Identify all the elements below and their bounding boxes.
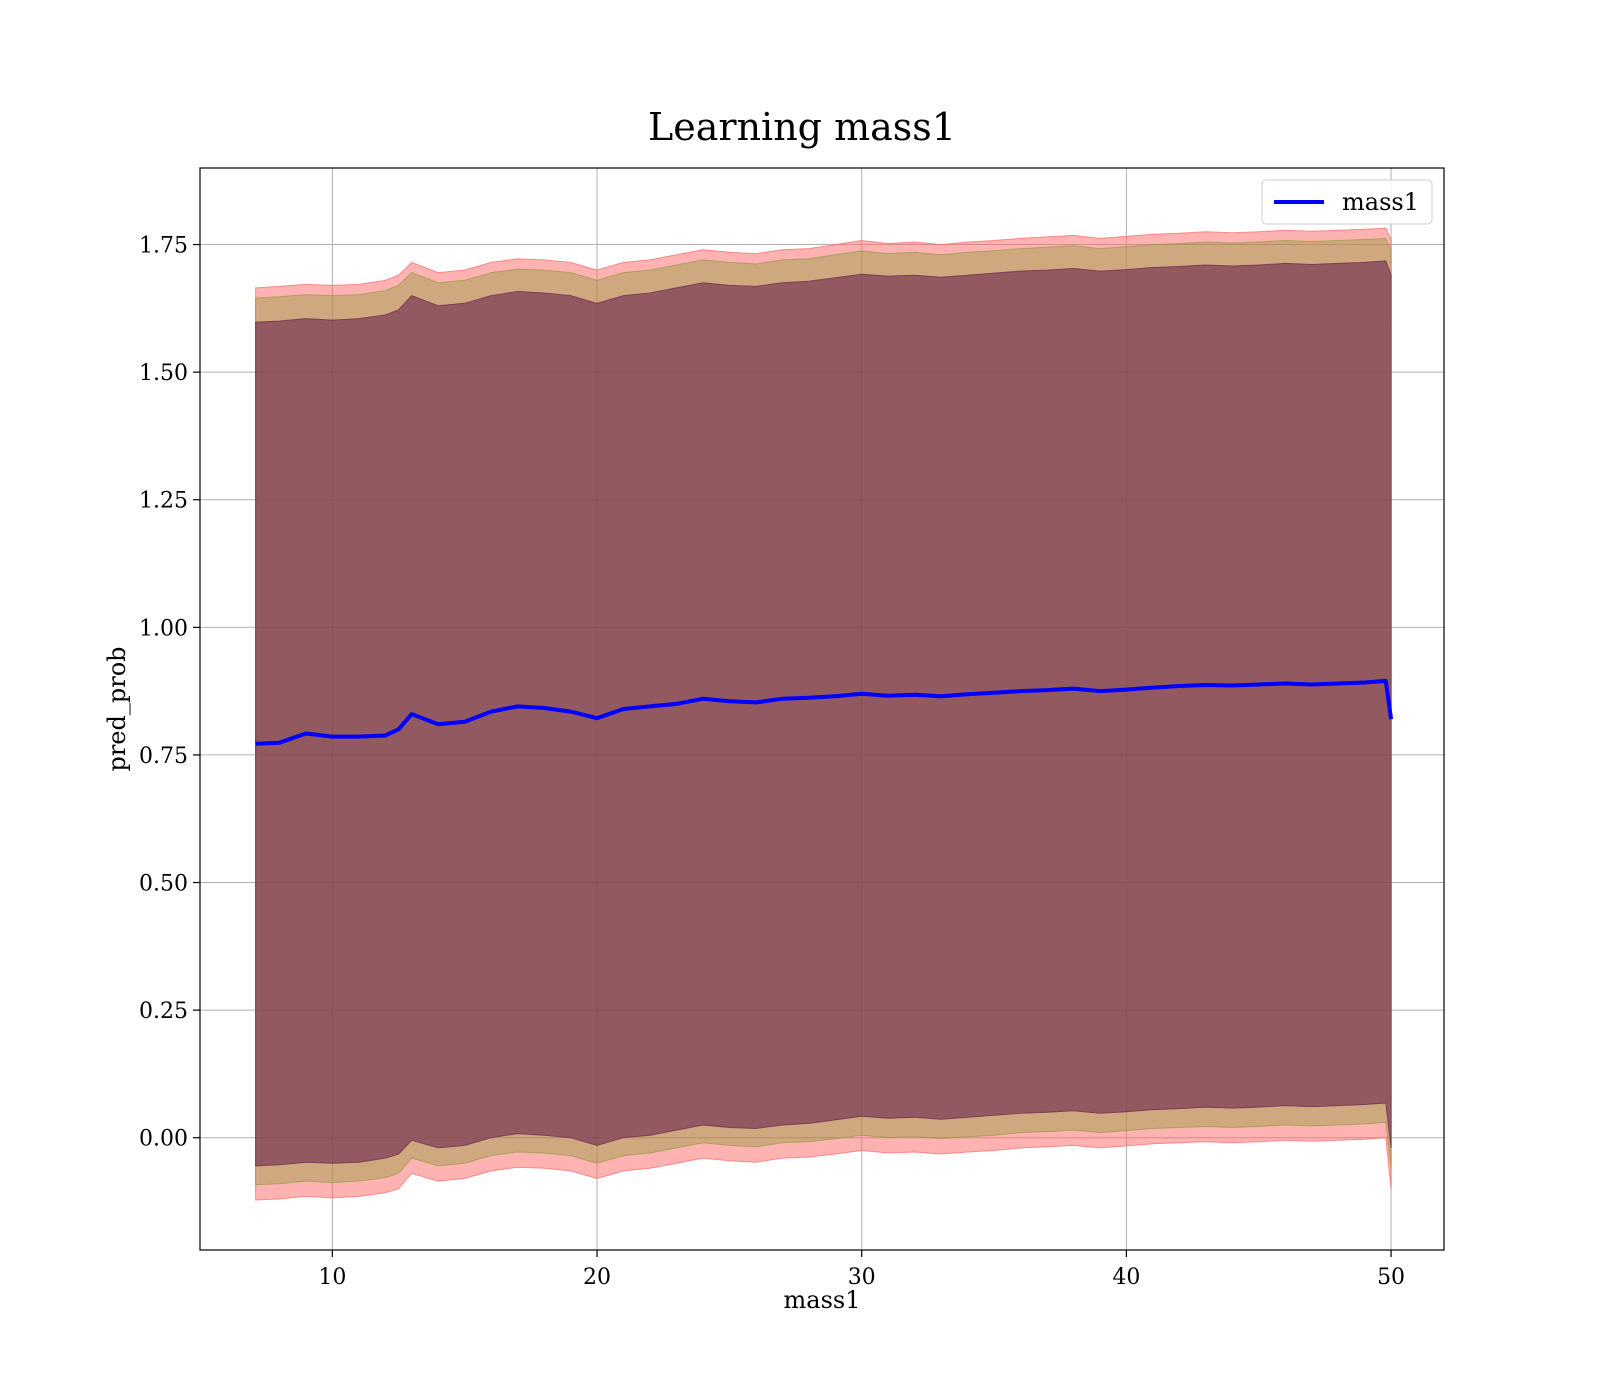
x-axis-label: mass1 xyxy=(784,1286,861,1314)
x-axis-ticks: 10 20 30 40 50 xyxy=(318,1250,1405,1290)
y-tick-label: 1.25 xyxy=(139,489,188,514)
y-tick-label: 0.25 xyxy=(139,999,188,1024)
legend: mass1 xyxy=(1261,179,1433,225)
x-tick-label: 10 xyxy=(318,1265,346,1290)
y-tick-label: 1.75 xyxy=(139,234,188,259)
y-tick-label: 1.00 xyxy=(139,616,188,641)
confidence-bands xyxy=(255,227,1392,1201)
legend-box xyxy=(1261,179,1433,225)
y-axis-ticks: 0.00 0.25 0.50 0.75 1.00 1.25 1.50 1.75 xyxy=(139,234,200,1152)
y-tick-label: 0.50 xyxy=(139,872,188,897)
series-line-mass1 xyxy=(255,678,1394,746)
chart-title: Learning mass1 xyxy=(648,105,956,149)
y-axis-label: pred_prob xyxy=(103,646,131,771)
plot-frame xyxy=(199,167,1445,1251)
x-tick-label: 20 xyxy=(583,1265,611,1290)
x-tick-label: 40 xyxy=(1112,1265,1140,1290)
x-tick-label: 30 xyxy=(848,1265,876,1290)
y-tick-label: 0.75 xyxy=(139,744,188,769)
legend-label-mass1: mass1 xyxy=(1342,188,1419,216)
y-tick-label: 0.00 xyxy=(139,1127,188,1152)
confidence-band-2 xyxy=(255,260,1392,1167)
x-tick-label: 50 xyxy=(1377,1265,1405,1290)
y-tick-label: 1.50 xyxy=(139,361,188,386)
series-lines xyxy=(255,678,1394,746)
